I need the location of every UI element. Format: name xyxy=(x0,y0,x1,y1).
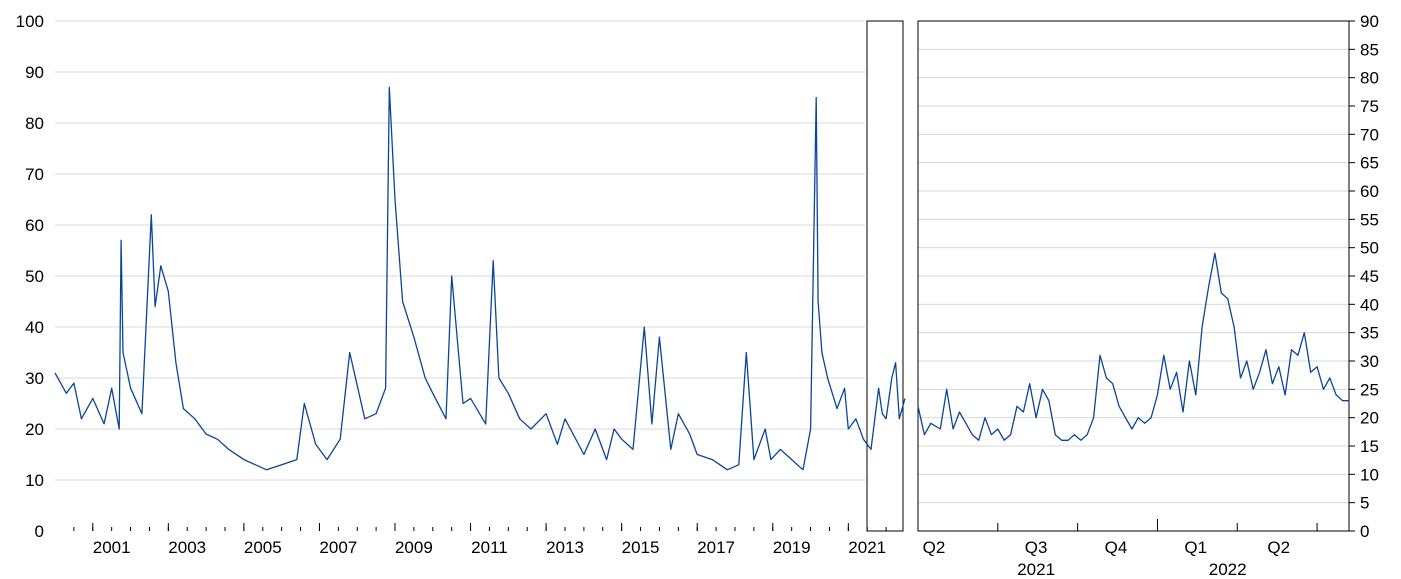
left-x-tick-label: 2003 xyxy=(168,538,206,557)
right-y-tick-label: 20 xyxy=(1360,409,1379,428)
left-y-tick-label: 100 xyxy=(16,12,44,31)
right-y-tick-label: 90 xyxy=(1360,12,1379,31)
right-y-tick-label: 75 xyxy=(1360,97,1379,116)
left-y-tick-label: 10 xyxy=(25,471,44,490)
left-y-tick-label: 90 xyxy=(25,63,44,82)
left-x-tick-label: 2007 xyxy=(319,538,357,557)
right-y-tick-label: 10 xyxy=(1360,465,1379,484)
left-y-tick-label: 60 xyxy=(25,216,44,235)
left-x-tick-label: 2011 xyxy=(471,538,508,557)
left-series-line xyxy=(54,86,906,471)
left-x-tick-label: 2005 xyxy=(244,538,282,557)
right-y-axis-tick-labels: 0 5 10 15 20 25 30 35 40 45 50 55 60 65 70 75 80 85 90 xyxy=(1349,12,1379,541)
left-x-tick-label: 2021 xyxy=(848,538,886,557)
right-x-quarter-label: Q3 xyxy=(1025,538,1048,557)
left-x-tick-label: 2017 xyxy=(697,538,735,557)
left-x-tick-label: 2009 xyxy=(395,538,433,557)
left-y-tick-label: 30 xyxy=(25,369,44,388)
right-x-quarter-label: Q2 xyxy=(1267,538,1290,557)
zoom-window-frame xyxy=(866,20,904,532)
right-y-tick-label: 5 xyxy=(1360,494,1369,513)
right-y-tick-label: 45 xyxy=(1360,267,1379,286)
left-y-tick-label: 70 xyxy=(25,165,44,184)
right-y-tick-label: 55 xyxy=(1360,210,1379,229)
left-x-tick-label: 2001 xyxy=(93,538,131,557)
right-y-tick-label: 35 xyxy=(1360,324,1379,343)
right-x-axis: Q2 Q3 Q4 Q1 Q2 2021 2022 xyxy=(917,519,1318,579)
right-y-tick-label: 50 xyxy=(1360,239,1379,258)
left-y-tick-label: 0 xyxy=(35,522,44,541)
left-y-tick-label: 80 xyxy=(25,114,44,133)
right-y-tick-label: 40 xyxy=(1360,295,1379,314)
right-y-tick-label: 60 xyxy=(1360,182,1379,201)
right-x-quarter-label: Q4 xyxy=(1105,538,1128,557)
left-y-axis-tick-labels: 0 10 20 30 40 50 60 70 80 90 100 xyxy=(16,12,44,541)
left-x-tick-label: 2019 xyxy=(773,538,811,557)
left-x-tick-label: 2013 xyxy=(546,538,584,557)
right-series-line xyxy=(917,252,1349,441)
right-y-tick-label: 70 xyxy=(1360,125,1379,144)
right-y-tick-label: 25 xyxy=(1360,380,1379,399)
right-y-tick-label: 65 xyxy=(1360,154,1379,173)
left-x-tick-label: 2015 xyxy=(622,538,660,557)
right-y-tick-label: 15 xyxy=(1360,437,1379,456)
left-y-tick-label: 50 xyxy=(25,267,44,286)
right-x-quarter-label: Q1 xyxy=(1184,538,1207,557)
right-y-tick-label: 80 xyxy=(1360,69,1379,88)
left-x-axis: 2001 2003 2005 2007 2009 2011 2013 2015 2017 2019… xyxy=(73,523,887,557)
right-x-year-label: 2022 xyxy=(1209,560,1247,579)
right-y-tick-label: 85 xyxy=(1360,40,1379,59)
left-y-tick-label: 40 xyxy=(25,318,44,337)
right-x-year-label: 2021 xyxy=(1017,560,1055,579)
right-gridlines xyxy=(918,48,1349,504)
right-panel-frame xyxy=(917,20,1350,532)
right-x-quarter-label: Q2 xyxy=(923,538,946,557)
left-y-tick-label: 20 xyxy=(25,420,44,439)
left-gridlines xyxy=(55,20,865,481)
right-y-tick-label: 30 xyxy=(1360,352,1379,371)
right-y-tick-label: 0 xyxy=(1360,522,1369,541)
